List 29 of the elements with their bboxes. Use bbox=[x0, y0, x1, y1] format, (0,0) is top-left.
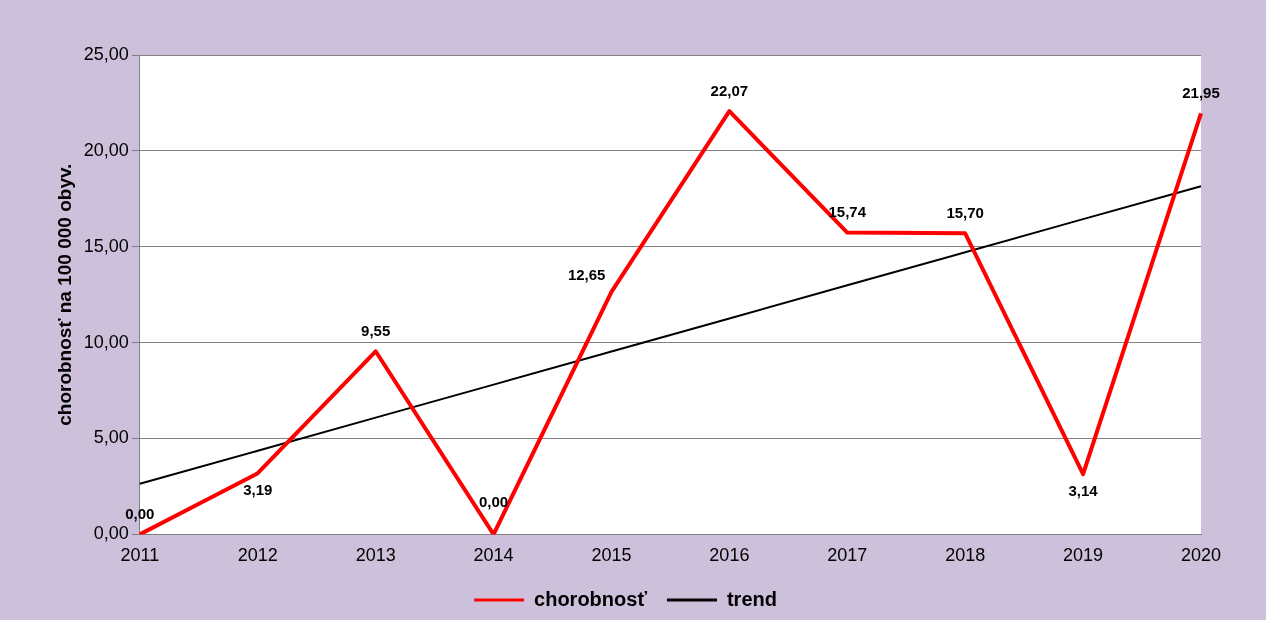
y-tick-label: 10,00 bbox=[83, 331, 129, 352]
y-tick-label: 15,00 bbox=[83, 235, 129, 256]
data-label: 0,00 bbox=[125, 505, 155, 523]
x-tick-label: 2018 bbox=[945, 545, 986, 566]
data-label: 15,74 bbox=[828, 203, 867, 221]
y-tick-label: 20,00 bbox=[83, 139, 129, 160]
data-label: 15,70 bbox=[946, 203, 984, 221]
data-label: 0,00 bbox=[478, 493, 509, 511]
data-label: 3,14 bbox=[1068, 481, 1099, 499]
x-tick-label: 2017 bbox=[827, 545, 868, 566]
data-label: 3,19 bbox=[243, 480, 273, 498]
y-axis-title: chorobnosť na 100 000 obyv. bbox=[53, 163, 75, 426]
x-tick-label: 2012 bbox=[237, 545, 278, 566]
data-label: 22,07 bbox=[710, 81, 749, 99]
x-tick-label: 2020 bbox=[1180, 545, 1222, 566]
x-tick-label: 2014 bbox=[473, 545, 514, 566]
x-tick-label: 2011 bbox=[120, 545, 160, 566]
legend-label: trend bbox=[726, 587, 777, 610]
x-tick-label: 2016 bbox=[709, 545, 750, 566]
legend-label: chorobnosť bbox=[534, 587, 648, 610]
y-tick-label: 5,00 bbox=[93, 427, 129, 448]
y-tick-label: 0,00 bbox=[93, 523, 129, 544]
x-tick-label: 2015 bbox=[591, 545, 632, 566]
y-tick-label: 25,00 bbox=[83, 43, 129, 64]
x-tick-label: 2019 bbox=[1063, 545, 1104, 566]
x-tick-label: 2013 bbox=[355, 545, 396, 566]
data-label: 12,65 bbox=[567, 266, 606, 284]
data-label: 21,95 bbox=[1182, 84, 1220, 102]
data-label: 9,55 bbox=[361, 321, 391, 339]
